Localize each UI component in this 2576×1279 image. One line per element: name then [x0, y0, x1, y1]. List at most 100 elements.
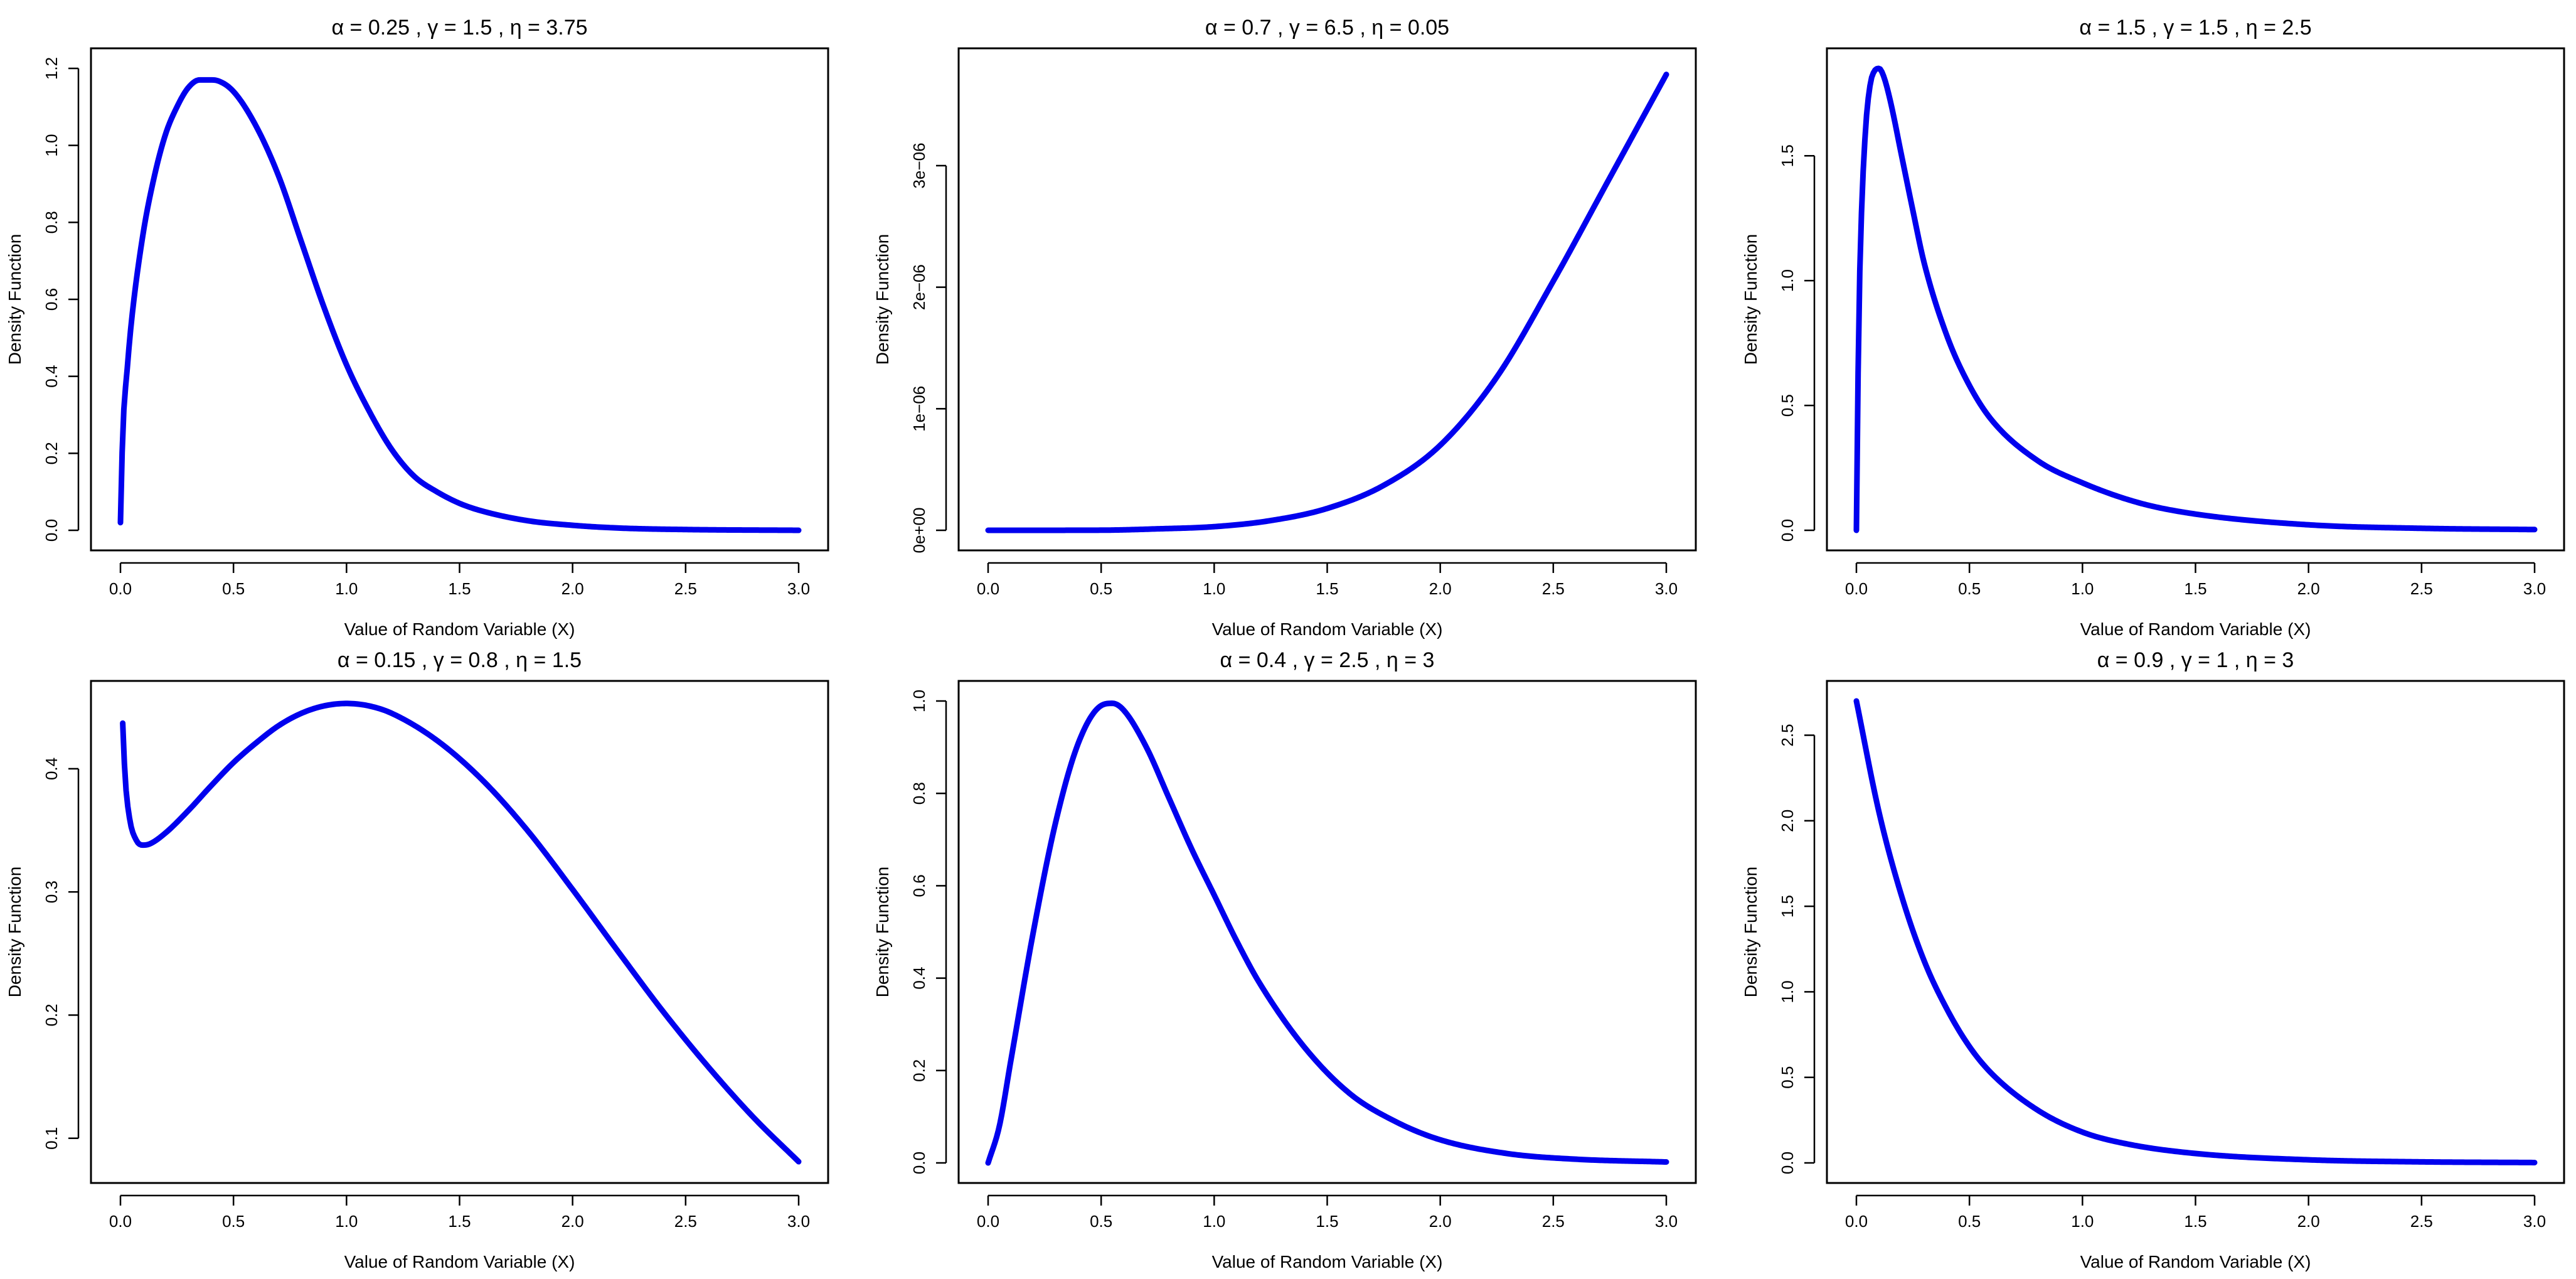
x-tick-label: 0.0 [1845, 579, 1868, 598]
y-tick-label: 0.4 [910, 967, 929, 990]
x-tick-label: 2.0 [562, 579, 584, 598]
x-tick-label: 0.5 [222, 1212, 245, 1231]
y-tick-label: 0.4 [42, 757, 61, 780]
density-curve [120, 700, 802, 1165]
y-tick-label: 0.6 [910, 874, 929, 897]
y-tick-label: 0.3 [42, 880, 61, 903]
x-tick-label: 3.0 [2523, 579, 2546, 598]
panel-title: α = 0.4 , γ = 2.5 , η = 3 [1220, 648, 1435, 672]
density-curve [1853, 65, 2538, 533]
y-axis-label: Density Function [5, 234, 24, 365]
y-tick-label: 0.0 [1778, 519, 1797, 542]
x-tick-label: 1.5 [1316, 1212, 1338, 1231]
x-tick-label: 1.0 [2071, 1212, 2094, 1231]
y-tick-label: 2e−06 [910, 264, 929, 310]
panel-title: α = 0.15 , γ = 0.8 , η = 1.5 [338, 648, 582, 672]
x-tick-label: 0.0 [109, 1212, 132, 1231]
x-tick-label: 2.0 [1429, 579, 1452, 598]
y-tick-label: 2.0 [1778, 810, 1797, 832]
chart-panel-1: α = 0.25 , γ = 1.5 , η = 3.75 0.0 0.5 1.0 1.… [5, 16, 829, 639]
x-tick-label: 0.0 [977, 1212, 999, 1231]
x-axis-label: Value of Random Variable (X) [344, 1252, 575, 1271]
x-axis-label: Value of Random Variable (X) [2080, 619, 2311, 639]
x-axis-label: Value of Random Variable (X) [1212, 1252, 1443, 1271]
y-tick-label: 2.5 [1778, 724, 1797, 746]
x-tick-label: 2.5 [2410, 579, 2433, 598]
y-tick-label: 1.2 [42, 57, 61, 80]
x-tick-label: 3.0 [1655, 1212, 1678, 1231]
panel-title: α = 0.7 , γ = 6.5 , η = 0.05 [1205, 16, 1449, 40]
y-tick-label: 0.8 [910, 782, 929, 805]
x-tick-label: 2.5 [674, 1212, 697, 1231]
panel-title: α = 0.25 , γ = 1.5 , η = 3.75 [331, 16, 587, 40]
x-tick-label: 0.5 [1958, 579, 1981, 598]
x-tick-label: 2.0 [2297, 579, 2320, 598]
y-tick-label: 0.0 [42, 519, 61, 542]
y-tick-label: 0.6 [42, 288, 61, 311]
x-tick-label: 0.5 [1090, 579, 1112, 598]
x-tick-label: 1.0 [1203, 579, 1225, 598]
plot-frame [1826, 47, 2565, 552]
x-tick-label: 2.0 [562, 1212, 584, 1231]
y-tick-label: 0.2 [42, 1003, 61, 1026]
x-tick-label: 0.0 [977, 579, 999, 598]
y-tick-label: 1.5 [1778, 895, 1797, 918]
x-tick-label: 1.0 [335, 579, 358, 598]
density-curve [1853, 698, 2538, 1165]
x-tick-label: 3.0 [787, 579, 810, 598]
x-tick-label: 2.5 [1542, 579, 1565, 598]
y-axis-label: Density Function [873, 867, 892, 998]
y-tick-label: 1.0 [1778, 269, 1797, 292]
panel-title: α = 1.5 , γ = 1.5 , η = 2.5 [2079, 16, 2311, 40]
y-tick-label: 0e+00 [910, 507, 929, 553]
y-axis-label: Density Function [873, 234, 892, 365]
x-tick-label: 1.5 [1316, 579, 1338, 598]
y-tick-label: 1.0 [42, 134, 61, 157]
x-tick-label: 1.0 [1203, 1212, 1225, 1231]
chart-panel-3: α = 1.5 , γ = 1.5 , η = 2.5 0.0 0.5 1.0 1.5 2… [1741, 16, 2565, 639]
x-tick-label: 2.5 [2410, 1212, 2433, 1231]
y-tick-label: 1.0 [910, 690, 929, 712]
x-tick-label: 0.5 [222, 579, 245, 598]
chart-panel-4: α = 0.15 , γ = 0.8 , η = 1.5 0.0 0.5 1.0 1.5… [5, 648, 829, 1271]
y-tick-label: 0.2 [42, 442, 61, 464]
panel-title: α = 0.9 , γ = 1 , η = 3 [2097, 648, 2294, 672]
y-tick-label: 1.5 [1778, 144, 1797, 167]
x-axis-label: Value of Random Variable (X) [344, 619, 575, 639]
y-tick-label: 0.0 [910, 1152, 929, 1174]
x-tick-label: 3.0 [787, 1212, 810, 1231]
x-tick-label: 0.0 [1845, 1212, 1868, 1231]
y-tick-label: 0.1 [42, 1127, 61, 1150]
y-tick-label: 0.2 [910, 1059, 929, 1082]
y-tick-label: 0.5 [1778, 394, 1797, 417]
density-curve [985, 700, 1669, 1166]
x-axis-label: Value of Random Variable (X) [2080, 1252, 2311, 1271]
density-curve [985, 72, 1669, 533]
y-axis-label: Density Function [1741, 867, 1760, 998]
plot-frame [1826, 680, 2565, 1184]
x-tick-label: 0.5 [1958, 1212, 1981, 1231]
x-tick-label: 2.5 [1542, 1212, 1565, 1231]
y-tick-label: 1.0 [1778, 980, 1797, 1003]
density-curve [117, 77, 802, 533]
x-tick-label: 1.5 [2184, 1212, 2206, 1231]
chart-panel-5: α = 0.4 , γ = 2.5 , η = 3 0.0 0.5 1.0 1.5 2.0… [873, 648, 1697, 1271]
y-tick-label: 0.5 [1778, 1066, 1797, 1089]
y-tick-label: 0.8 [42, 211, 61, 233]
x-tick-label: 1.5 [448, 1212, 471, 1231]
x-tick-label: 1.5 [2184, 579, 2206, 598]
x-tick-label: 1.0 [335, 1212, 358, 1231]
x-tick-label: 0.5 [1090, 1212, 1112, 1231]
y-tick-label: 3e−06 [910, 142, 929, 188]
x-tick-label: 3.0 [2523, 1212, 2546, 1231]
chart-panel-2: α = 0.7 , γ = 6.5 , η = 0.05 0.0 0.5 1.0 1.5… [873, 16, 1697, 639]
x-tick-label: 2.0 [2297, 1212, 2320, 1231]
x-tick-label: 2.5 [674, 579, 697, 598]
x-tick-label: 0.0 [109, 579, 132, 598]
plot-frame [957, 680, 1697, 1184]
y-tick-label: 0.4 [42, 365, 61, 388]
y-tick-label: 0.0 [1778, 1152, 1797, 1174]
y-tick-label: 1e−06 [910, 386, 929, 432]
plot-frame [957, 47, 1697, 552]
